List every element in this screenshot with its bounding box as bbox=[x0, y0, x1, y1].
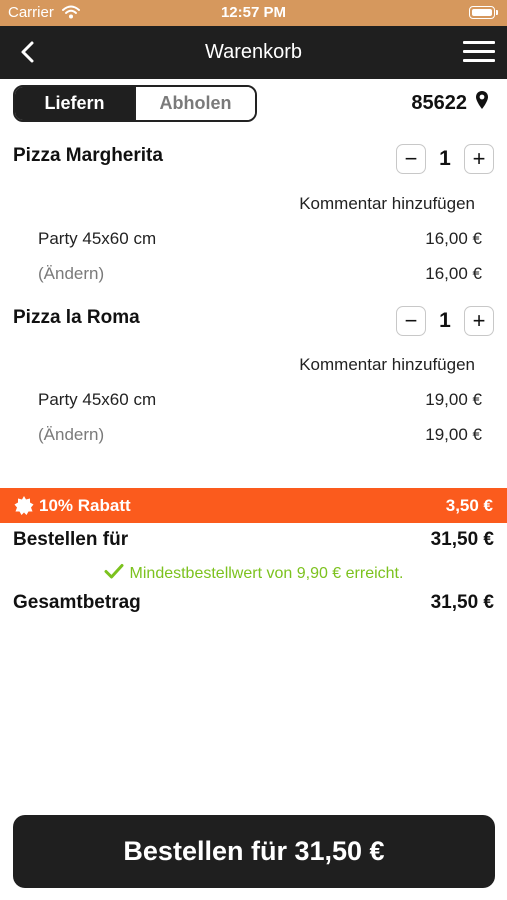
page-title: Warenkorb bbox=[204, 41, 303, 63]
item-option: Party 45x60 cm bbox=[38, 229, 157, 248]
quantity-value: 1 bbox=[439, 309, 451, 332]
deliver-tab[interactable]: Liefern bbox=[15, 87, 134, 120]
increase-quantity-button[interactable]: + bbox=[464, 306, 494, 336]
item-line-total: 19,00 € bbox=[425, 425, 482, 444]
item-name: Pizza la Roma bbox=[13, 307, 140, 328]
item-option-price: 19,00 € bbox=[425, 390, 482, 409]
clock: 12:57 PM bbox=[220, 4, 287, 21]
order-for-value: 31,50 € bbox=[430, 529, 494, 550]
item-name: Pizza Margherita bbox=[13, 145, 163, 166]
quantity-stepper: − 1 + bbox=[396, 306, 494, 336]
location-pin-icon bbox=[475, 90, 489, 116]
minimum-order-notice: Mindestbestellwert von 9,90 € erreicht. bbox=[0, 563, 507, 584]
delivery-mode-toggle: Liefern Abholen bbox=[13, 85, 257, 122]
total-value: 31,50 € bbox=[430, 592, 494, 613]
quantity-stepper: − 1 + bbox=[396, 144, 494, 174]
hamburger-menu-icon[interactable] bbox=[461, 38, 497, 66]
wifi-icon bbox=[62, 5, 80, 24]
discount-bar: 10% Rabatt 3,50 € bbox=[0, 488, 507, 523]
increase-quantity-button[interactable]: + bbox=[464, 144, 494, 174]
minimum-order-text: Mindestbestellwert von 9,90 € erreicht. bbox=[129, 564, 404, 582]
checkmark-icon bbox=[104, 563, 124, 584]
item-option: Party 45x60 cm bbox=[38, 390, 157, 409]
discount-value: 3,50 € bbox=[445, 496, 493, 515]
decrease-quantity-button[interactable]: − bbox=[396, 306, 426, 336]
change-item-link[interactable]: (Ändern) bbox=[38, 425, 105, 444]
zip-code-selector[interactable]: 85622 bbox=[411, 90, 489, 116]
item-option-price: 16,00 € bbox=[425, 229, 482, 248]
change-item-link[interactable]: (Ändern) bbox=[38, 264, 105, 283]
add-comment-link[interactable]: Kommentar hinzufügen bbox=[299, 355, 475, 374]
quantity-value: 1 bbox=[439, 147, 451, 170]
back-icon[interactable] bbox=[14, 38, 42, 66]
total-label: Gesamtbetrag bbox=[13, 592, 141, 613]
discount-badge-icon bbox=[14, 496, 34, 521]
battery-icon bbox=[469, 6, 498, 19]
zip-code: 85622 bbox=[411, 91, 467, 114]
nav-bar: Warenkorb bbox=[0, 26, 507, 79]
carrier-label: Carrier bbox=[8, 4, 54, 21]
order-button[interactable]: Bestellen für 31,50 € bbox=[13, 815, 495, 888]
decrease-quantity-button[interactable]: − bbox=[396, 144, 426, 174]
status-bar: Carrier 12:57 PM bbox=[0, 0, 507, 26]
discount-label: 10% Rabatt bbox=[39, 496, 131, 515]
pickup-tab[interactable]: Abholen bbox=[134, 87, 255, 120]
add-comment-link[interactable]: Kommentar hinzufügen bbox=[299, 194, 475, 213]
order-for-label: Bestellen für bbox=[13, 529, 129, 550]
item-line-total: 16,00 € bbox=[425, 264, 482, 283]
